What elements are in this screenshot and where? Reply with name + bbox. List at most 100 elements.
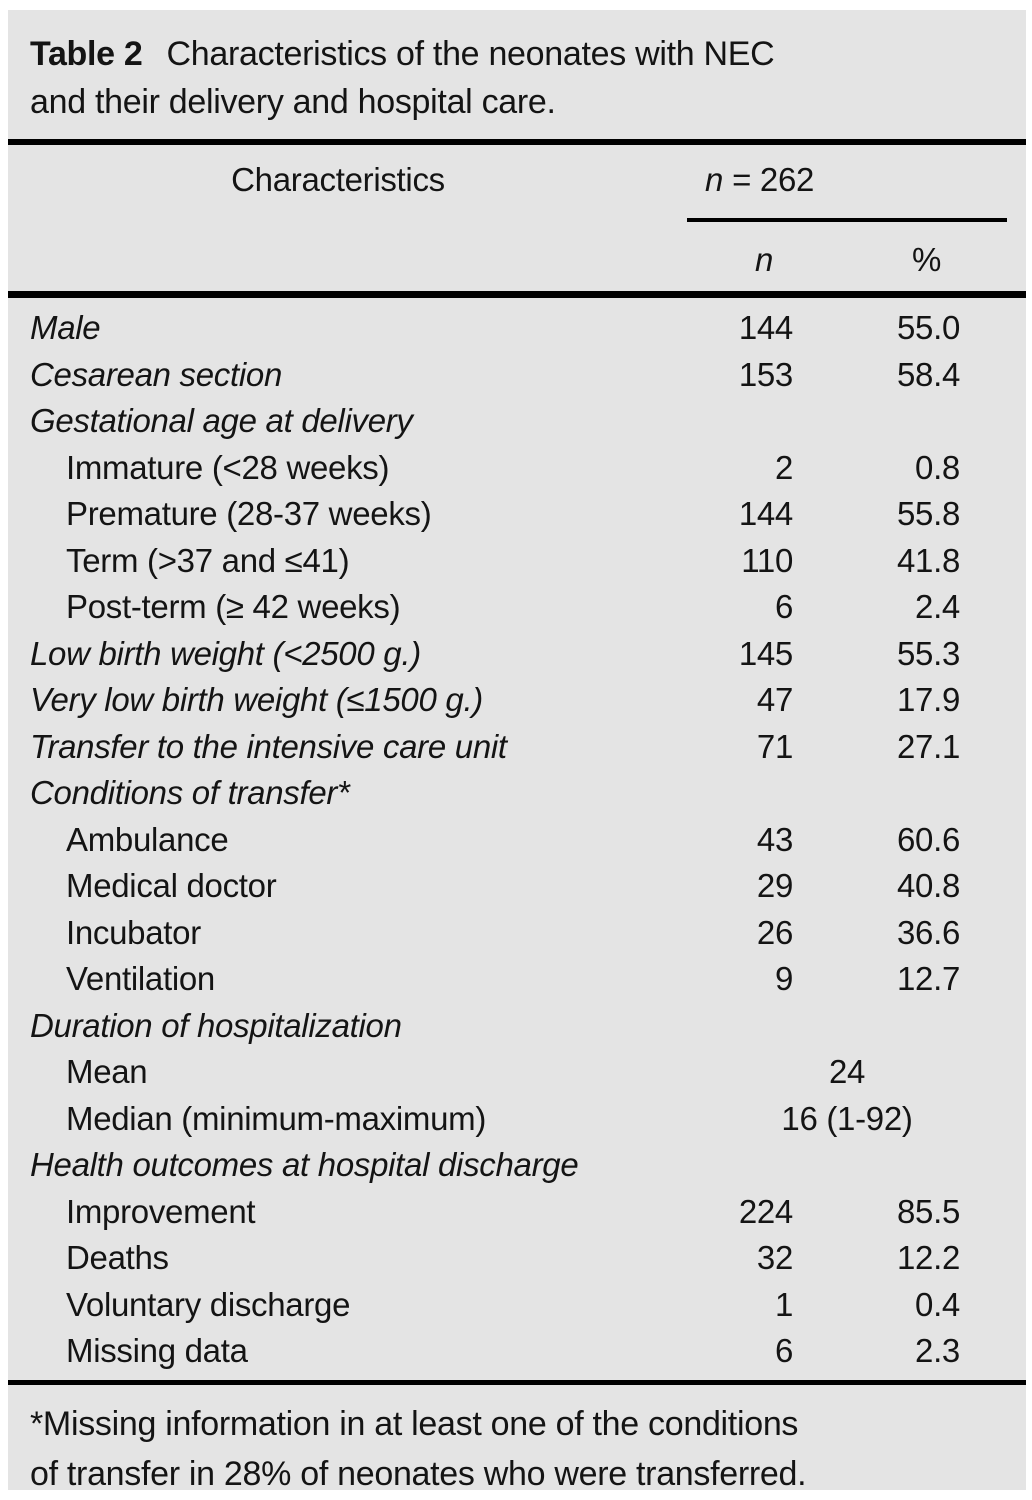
rule-below-header	[8, 291, 1026, 298]
table-row: Health outcomes at hospital discharge	[8, 1142, 1026, 1189]
row-label: Missing data	[66, 1332, 248, 1370]
row-pct-value: 60.6	[896, 820, 960, 858]
footnote-line1: *Missing information in at least one of …	[30, 1404, 799, 1443]
row-label: Duration of hospitalization	[30, 1006, 402, 1044]
row-n-value: 153	[738, 355, 793, 393]
row-n-value: 6	[774, 588, 793, 626]
row-n-value: 145	[738, 634, 793, 672]
row-label: Term (>37 and ≤41)	[66, 541, 350, 579]
header-group-n262: n = 262	[705, 161, 814, 199]
table-row: Ventilation 9 12.7	[8, 956, 1026, 1003]
footnote-line2: of transfer in 28% of neonates who were …	[30, 1454, 807, 1491]
table-number: Table 2	[30, 35, 143, 73]
row-n-value: 43	[756, 820, 793, 858]
table-row: Cesarean section 153 58.4	[8, 352, 1026, 399]
table-row: Premature (28-37 weeks) 144 55.8	[8, 491, 1026, 538]
table-row: Term (>37 and ≤41) 110 41.8	[8, 538, 1026, 585]
row-n-value: 6	[774, 1332, 793, 1370]
table-row: Median (minimum-maximum) 16 (1-92)	[8, 1096, 1026, 1143]
row-n-value: 1	[774, 1285, 793, 1323]
row-pct-value: 12.2	[896, 1239, 960, 1277]
table-row: Post-term (≥ 42 weeks) 6 2.4	[8, 584, 1026, 631]
row-pct-value: 41.8	[896, 541, 960, 579]
row-n-value: 29	[756, 867, 793, 905]
row-label: Transfer to the intensive care unit	[30, 727, 507, 765]
row-label: Cesarean section	[30, 355, 283, 393]
row-label: Improvement	[66, 1192, 256, 1230]
row-label: Low birth weight (<2500 g.)	[30, 634, 421, 672]
table-title: Table 2 Characteristics of the neonates w…	[8, 10, 1026, 126]
row-pct-value: 55.0	[896, 309, 960, 347]
table-footnote: *Missing information in at least one of …	[8, 1385, 1026, 1491]
row-pct-value: 36.6	[896, 913, 960, 951]
row-label: Immature (<28 weeks)	[66, 448, 390, 486]
row-pct-value: 40.8	[896, 867, 960, 905]
row-pct-value: 0.8	[915, 448, 960, 486]
row-pct-value: 12.7	[896, 960, 960, 998]
header-group-value: = 262	[732, 161, 815, 198]
rule-above-footnote	[8, 1379, 1026, 1385]
row-pct-value: 17.9	[896, 681, 960, 719]
header-col-n: n	[754, 241, 773, 278]
row-pct-value: 27.1	[896, 727, 960, 765]
row-pct-value: 55.3	[896, 634, 960, 672]
table-row: Voluntary discharge 1 0.4	[8, 1282, 1026, 1329]
table-row: Incubator 26 36.6	[8, 910, 1026, 957]
header-group-underline	[687, 218, 1007, 222]
row-span-value: 24	[828, 1053, 866, 1091]
row-label: Health outcomes at hospital discharge	[30, 1146, 579, 1184]
header-col-percent: %	[911, 241, 941, 278]
row-n-value: 110	[741, 541, 793, 579]
table-row: Ambulance 43 60.6	[8, 817, 1026, 864]
row-n-value: 26	[756, 913, 793, 951]
row-n-value: 144	[738, 309, 793, 347]
table-row: Gestational age at delivery	[8, 398, 1026, 445]
row-label: Deaths	[66, 1239, 169, 1277]
table-row: Deaths 32 12.2	[8, 1235, 1026, 1282]
row-n-value: 2	[774, 448, 793, 486]
row-label: Ventilation	[66, 960, 215, 998]
header-characteristics: Characteristics	[231, 161, 445, 198]
table-row: Low birth weight (<2500 g.) 145 55.3	[8, 631, 1026, 678]
table-body: Male 144 55.0 Cesarean section 153 58.4 …	[8, 298, 1026, 1375]
table-row: Transfer to the intensive care unit 71 2…	[8, 724, 1026, 771]
row-pct-value: 85.5	[896, 1192, 960, 1230]
row-label: Conditions of transfer*	[30, 774, 350, 812]
table-header: Characteristics n = 262 n %	[8, 145, 1026, 291]
rule-below-title	[8, 139, 1026, 145]
row-label: Medical doctor	[66, 867, 277, 905]
row-label: Ambulance	[66, 820, 229, 858]
row-pct-value: 58.4	[896, 355, 960, 393]
row-n-value: 47	[756, 681, 793, 719]
table-row: Conditions of transfer*	[8, 770, 1026, 817]
row-label: Gestational age at delivery	[30, 402, 413, 440]
table-row: Medical doctor 29 40.8	[8, 863, 1026, 910]
row-label: Post-term (≥ 42 weeks)	[66, 588, 401, 626]
table-row: Mean 24	[8, 1049, 1026, 1096]
row-n-value: 9	[774, 960, 793, 998]
row-label: Voluntary discharge	[66, 1285, 351, 1323]
row-label: Premature (28-37 weeks)	[66, 495, 432, 533]
header-group-variable: n	[705, 161, 724, 198]
table-panel: Table 2 Characteristics of the neonates w…	[8, 10, 1026, 1490]
table-row: Missing data 6 2.3	[8, 1328, 1026, 1375]
table-row: Male 144 55.0	[8, 305, 1026, 352]
row-label: Male	[30, 309, 101, 347]
table-title-line2: and their delivery and hospital care.	[30, 83, 556, 121]
row-pct-value: 2.3	[915, 1332, 960, 1370]
table-title-line1: Table 2 Characteristics of the neonates w…	[30, 30, 990, 78]
row-n-value: 71	[756, 727, 793, 765]
row-label: Incubator	[66, 913, 201, 951]
row-span-value: 16 (1-92)	[781, 1099, 913, 1137]
row-pct-value: 0.4	[915, 1285, 960, 1323]
row-label: Mean	[66, 1053, 148, 1091]
table-title-text: Characteristics of the neonates with NEC	[166, 35, 775, 73]
row-label: Very low birth weight (≤1500 g.)	[30, 681, 483, 719]
row-n-value: 144	[738, 495, 793, 533]
row-label: Median (minimum-maximum)	[66, 1099, 487, 1137]
row-pct-value: 55.8	[896, 495, 960, 533]
table-row: Very low birth weight (≤1500 g.) 47 17.9	[8, 677, 1026, 724]
row-n-value: 32	[756, 1239, 793, 1277]
table-row: Improvement 224 85.5	[8, 1189, 1026, 1236]
